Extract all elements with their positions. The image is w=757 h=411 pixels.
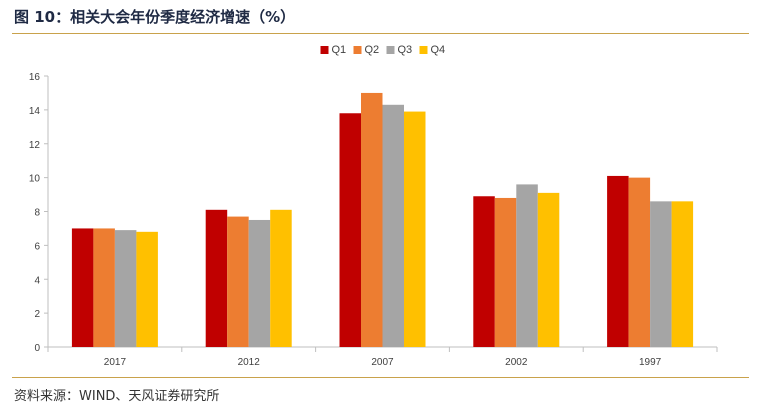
y-tick-label: 16 xyxy=(29,72,41,83)
x-tick-label-2017: 2017 xyxy=(104,357,127,368)
y-tick-label: 4 xyxy=(34,275,40,286)
source-note: 资料来源：WIND、天风证券研究所 xyxy=(14,389,220,404)
bar-2007-q4 xyxy=(404,111,426,347)
bar-2017-q2 xyxy=(93,228,115,347)
legend-swatch-q4 xyxy=(419,46,428,54)
bars-group xyxy=(71,92,694,347)
y-tick-label: 0 xyxy=(34,343,40,354)
legend-swatch-q3 xyxy=(386,46,395,54)
y-tick-label: 2 xyxy=(34,309,40,320)
y-tick-label: 14 xyxy=(29,106,41,117)
bar-2012-q3 xyxy=(248,219,271,347)
legend-label-q1: Q1 xyxy=(332,44,347,56)
legend-label-q4: Q4 xyxy=(431,44,446,56)
bar-2002-q2 xyxy=(494,197,517,347)
x-tick-label-2012: 2012 xyxy=(238,357,261,368)
bar-2007-q3 xyxy=(382,104,404,347)
bar-2002-q1 xyxy=(473,196,495,347)
bar-2012-q2 xyxy=(227,216,249,347)
chart-legend: Q1 Q2 Q3 Q4 xyxy=(320,44,446,56)
bar-1997-q2 xyxy=(628,177,651,347)
bar-1997-q1 xyxy=(607,175,629,347)
bar-chart: Q1 Q2 Q3 Q4 0 2 4 6 8 10 12 14 16 2017 2012 2007 2002 1… xyxy=(29,44,718,368)
x-tick-label-1997: 1997 xyxy=(639,357,662,368)
bar-1997-q4 xyxy=(671,201,694,347)
legend-label-q3: Q3 xyxy=(398,44,413,56)
x-tick-label-2002: 2002 xyxy=(505,357,528,368)
title-divider xyxy=(12,33,749,34)
source-divider xyxy=(12,377,749,378)
bar-2002-q4 xyxy=(537,192,560,347)
bar-2012-q4 xyxy=(270,209,292,347)
y-axis: 0 2 4 6 8 10 12 14 16 xyxy=(29,72,49,354)
x-tick-label-2007: 2007 xyxy=(371,357,394,368)
bar-1997-q3 xyxy=(650,201,672,347)
bar-2017-q3 xyxy=(114,230,137,347)
x-axis: 2017 2012 2007 2002 1997 xyxy=(47,346,718,368)
bar-2007-q2 xyxy=(361,92,383,347)
legend-label-q2: Q2 xyxy=(365,44,380,56)
bar-2002-q3 xyxy=(516,184,538,347)
y-tick-label: 6 xyxy=(34,241,40,252)
legend-swatch-q1 xyxy=(320,46,329,54)
bar-2007-q1 xyxy=(339,113,361,347)
figure-title: 图 10：相关大会年份季度经济增速（%） xyxy=(14,8,296,26)
legend-swatch-q2 xyxy=(353,46,362,54)
bar-2012-q1 xyxy=(205,209,228,347)
y-tick-label: 10 xyxy=(29,174,41,185)
bar-2017-q1 xyxy=(71,228,94,347)
y-tick-label: 8 xyxy=(34,208,40,219)
bar-2017-q4 xyxy=(136,231,158,347)
y-tick-label: 12 xyxy=(29,140,41,151)
